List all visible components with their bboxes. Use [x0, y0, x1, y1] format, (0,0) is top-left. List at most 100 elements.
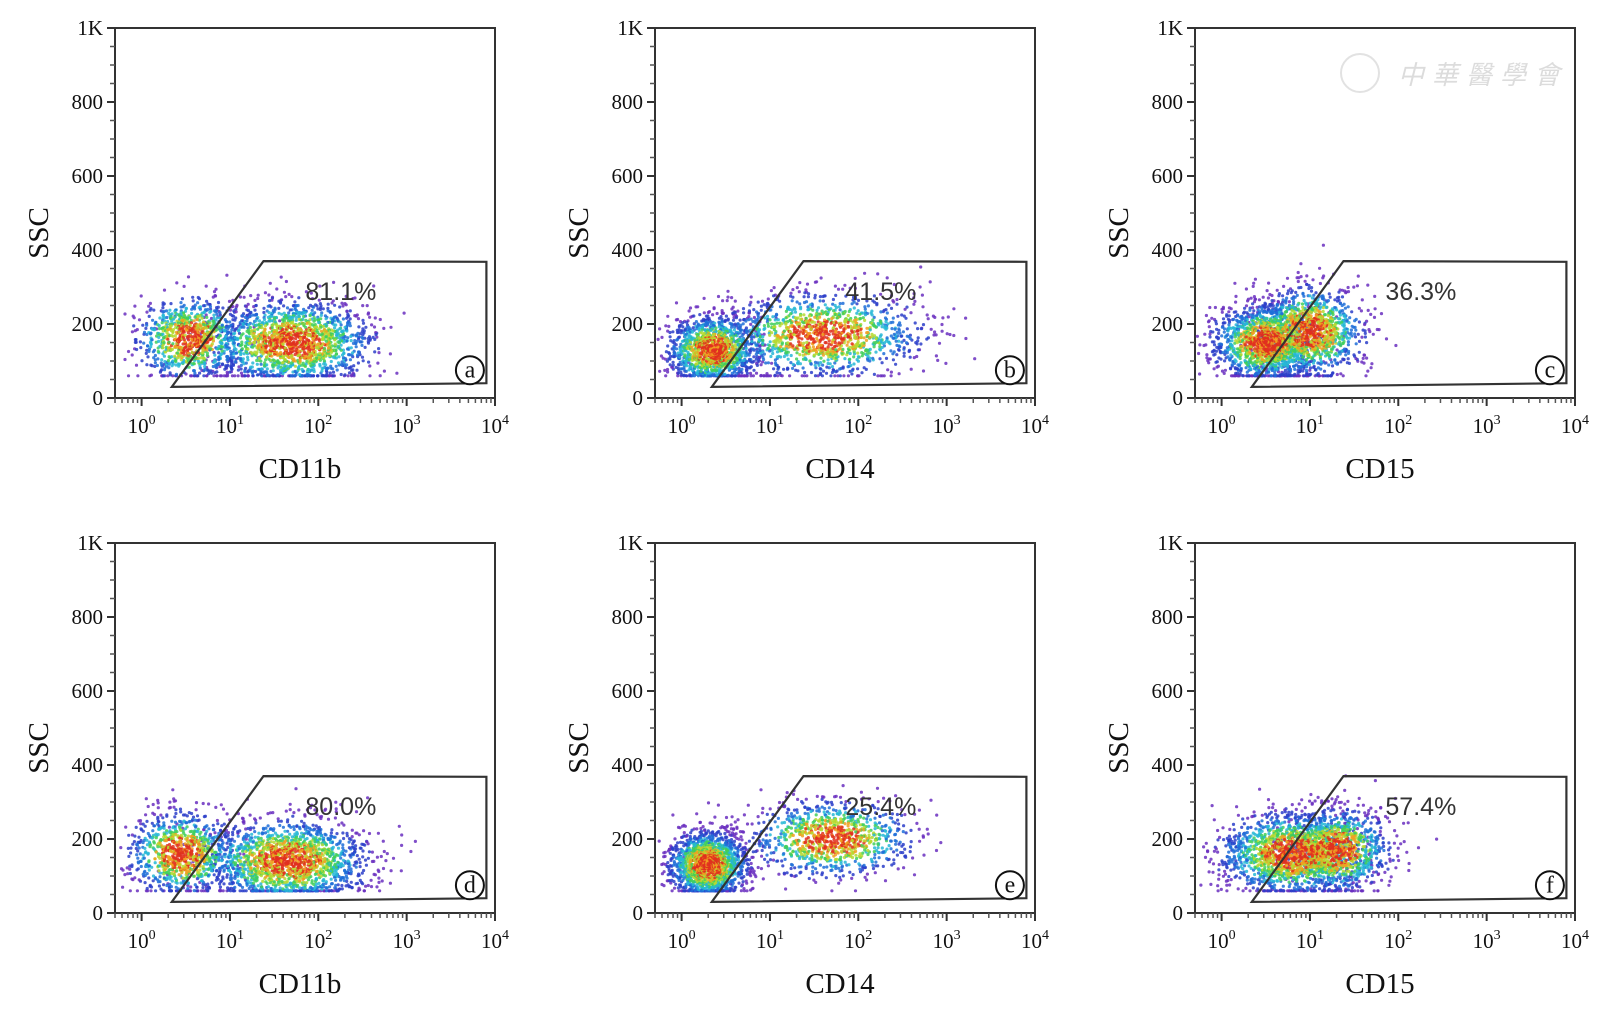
watermark: 中華醫學會	[1340, 48, 1580, 98]
event-point	[315, 356, 319, 360]
event-point	[821, 363, 825, 367]
event-point	[333, 303, 337, 307]
event-point	[925, 337, 929, 341]
event-point	[890, 327, 894, 331]
event-point	[817, 363, 821, 367]
event-point	[855, 358, 859, 362]
event-point	[197, 297, 201, 301]
event-point	[671, 363, 675, 367]
event-point	[882, 344, 886, 348]
event-point	[797, 340, 801, 344]
event-point	[757, 332, 761, 336]
event-point	[895, 302, 899, 306]
event-point	[205, 351, 209, 355]
event-point	[262, 306, 266, 310]
event-point	[263, 291, 267, 295]
event-point	[852, 362, 856, 366]
event-point	[246, 358, 250, 362]
event-point	[240, 347, 244, 351]
event-point	[272, 316, 276, 320]
event-point	[771, 315, 775, 319]
event-point	[921, 323, 926, 327]
event-point	[294, 315, 298, 320]
event-point	[247, 323, 251, 327]
event-point	[366, 339, 370, 344]
event-point	[360, 355, 365, 359]
event-point	[682, 373, 686, 377]
event-point	[752, 355, 756, 359]
event-point	[349, 334, 353, 338]
event-point	[346, 374, 350, 378]
event-point	[757, 358, 761, 362]
event-point	[706, 374, 710, 378]
event-point	[871, 323, 875, 327]
event-point	[200, 351, 205, 355]
event-point	[934, 354, 938, 358]
event-point	[866, 351, 870, 355]
event-point	[208, 310, 212, 314]
event-point	[361, 318, 365, 322]
event-point	[293, 369, 297, 373]
event-point	[287, 311, 291, 315]
event-point	[732, 315, 736, 320]
event-point	[797, 336, 801, 340]
event-point	[338, 305, 342, 309]
event-point	[318, 284, 322, 288]
event-point	[375, 335, 379, 339]
event-point	[329, 359, 333, 364]
event-point	[734, 340, 738, 344]
event-point	[229, 349, 233, 353]
event-point	[688, 306, 693, 310]
event-point	[684, 369, 688, 373]
event-point	[773, 373, 777, 377]
event-point	[148, 308, 152, 312]
event-point	[134, 338, 138, 342]
event-point	[367, 360, 371, 364]
event-point	[905, 327, 909, 331]
event-point	[737, 369, 741, 373]
event-point	[141, 323, 145, 327]
event-point	[667, 352, 672, 356]
event-point	[872, 315, 876, 319]
event-point	[217, 325, 221, 329]
event-point	[789, 291, 793, 295]
event-point	[794, 317, 799, 321]
event-point	[306, 334, 310, 338]
event-point	[296, 323, 300, 327]
event-point	[694, 320, 698, 324]
event-point	[241, 357, 245, 361]
event-point	[270, 354, 274, 358]
event-point	[784, 322, 788, 326]
event-point	[203, 364, 207, 369]
event-point	[331, 355, 335, 359]
event-point	[860, 342, 864, 346]
event-point	[848, 345, 852, 349]
event-point	[299, 331, 303, 335]
event-point	[265, 344, 269, 348]
event-point	[241, 332, 245, 336]
event-point	[176, 321, 180, 325]
event-point	[723, 319, 727, 323]
event-point	[285, 364, 289, 368]
event-point	[233, 374, 237, 378]
event-point	[171, 359, 175, 363]
event-point	[841, 301, 845, 305]
event-point	[786, 357, 790, 361]
event-point	[818, 371, 823, 375]
event-point	[748, 303, 752, 307]
event-point	[251, 374, 255, 378]
event-point	[751, 347, 755, 351]
event-point	[964, 316, 968, 320]
event-point	[794, 368, 798, 372]
event-point	[168, 308, 172, 312]
event-point	[146, 344, 150, 348]
event-point	[703, 323, 707, 327]
event-point	[859, 331, 863, 335]
event-point	[265, 355, 269, 359]
event-point	[205, 299, 209, 303]
event-point	[766, 361, 770, 365]
event-point	[292, 326, 296, 330]
event-point	[314, 337, 318, 341]
event-point	[198, 364, 202, 368]
